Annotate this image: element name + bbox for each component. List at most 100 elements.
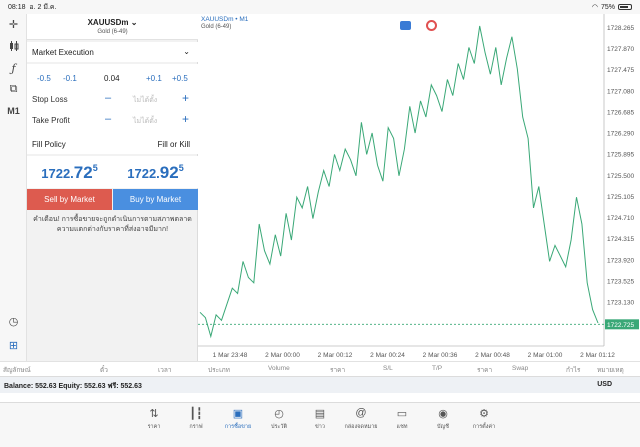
volume-section: -0.5 -0.1 0.04 +0.1 +0.5 Stop Loss – ไม่… bbox=[27, 64, 198, 136]
timeframe-button[interactable]: M1 bbox=[7, 106, 20, 116]
candlestick-icon[interactable] bbox=[4, 38, 23, 54]
chat-bubble-icon: ▭ bbox=[396, 408, 408, 420]
y-tick-label: 1723.130 bbox=[607, 300, 634, 307]
symbol-selector[interactable]: XAUUSDm ⌄ Gold (6-49) bbox=[27, 14, 198, 40]
arrows-updown-icon: ⇅ bbox=[149, 408, 159, 420]
x-tick-label: 2 Mar 00:00 bbox=[265, 352, 300, 359]
y-tick-label: 1725.105 bbox=[607, 194, 634, 201]
stop-loss-label: Stop Loss bbox=[32, 95, 68, 104]
current-price-label: 1722.725 bbox=[607, 322, 634, 329]
col-symbol[interactable]: สัญลักษณ์ bbox=[3, 367, 31, 374]
indicator-f-icon[interactable]: ƒ bbox=[11, 61, 16, 75]
chevron-down-icon: ⌄ bbox=[183, 47, 190, 56]
balance-text: Balance: 552.63 Equity: 552.63 ฟรี: 552.… bbox=[4, 383, 142, 390]
current-price-tag bbox=[605, 319, 639, 330]
bottom-navigation: ⇅ ราคา ┃┇ กราฟ ▣ การซื้อขาย ◴ ประวัติ ▤ … bbox=[0, 402, 640, 447]
col-sl[interactable]: S/L bbox=[383, 365, 393, 372]
y-tick-label: 1728.265 bbox=[607, 25, 634, 32]
chart-subtitle: Gold (6-49) bbox=[201, 24, 232, 30]
take-profit-input[interactable]: ไม่ได้ตั้ง bbox=[133, 118, 158, 125]
col-volume[interactable]: Volume bbox=[268, 365, 290, 372]
col-price[interactable]: ราคา bbox=[330, 367, 346, 374]
ask-price: 1722.925 bbox=[127, 163, 184, 182]
col-profit[interactable]: กำไร bbox=[566, 367, 581, 374]
nav-trade[interactable]: ▣ การซื้อขาย bbox=[220, 407, 256, 431]
x-tick-label: 2 Mar 00:12 bbox=[318, 352, 353, 359]
col-current-price[interactable]: ราคา bbox=[477, 367, 493, 374]
at-sign-icon: @ bbox=[355, 407, 367, 419]
nav-settings[interactable]: ⚙ การตั้งค่า bbox=[466, 407, 502, 431]
volume-minus-0.5-button[interactable]: -0.5 bbox=[37, 74, 51, 83]
trade-table-header: สัญลักษณ์ ตั๋ว เวลา ประเภท Volume ราคา S… bbox=[0, 361, 640, 376]
y-tick-label: 1726.685 bbox=[607, 109, 634, 116]
sell-by-market-button[interactable]: Sell by Market bbox=[27, 189, 112, 210]
take-profit-row: Take Profit – ไม่ได้ตั้ง + bbox=[27, 110, 198, 132]
chart-title: XAUUSDm • M1 bbox=[201, 16, 249, 23]
chart-canvas: 1728.265 1727.870 1727.475 1727.080 1726.685… bbox=[198, 14, 639, 359]
symbol-name: XAUUSDm bbox=[87, 18, 129, 27]
quotes-box: 1722.725 1722.925 bbox=[27, 156, 198, 188]
objects-icon[interactable]: ⧉ bbox=[9, 82, 18, 95]
execution-type-label: Market Execution bbox=[32, 48, 94, 57]
symbol-description: Gold (6-49) bbox=[97, 29, 128, 35]
bid-price: 1722.725 bbox=[41, 163, 98, 182]
nav-chart[interactable]: ┃┇ กราฟ bbox=[178, 407, 214, 431]
y-tick-label: 1726.290 bbox=[607, 131, 634, 138]
status-time: 08:18 bbox=[8, 3, 26, 11]
nav-history[interactable]: ◴ ประวัติ bbox=[261, 407, 297, 431]
one-click-trading-icon[interactable] bbox=[400, 21, 411, 30]
y-tick-label: 1723.525 bbox=[607, 279, 634, 286]
fill-policy-label: Fill Policy bbox=[32, 140, 66, 149]
take-profit-label: Take Profit bbox=[32, 116, 70, 125]
col-time[interactable]: เวลา bbox=[158, 367, 172, 374]
nav-mailbox[interactable]: @ กล่องจดหมาย bbox=[344, 407, 378, 430]
crosshair-icon[interactable]: ✛ bbox=[8, 18, 19, 31]
y-tick-label: 1724.710 bbox=[607, 215, 634, 222]
col-tp[interactable]: T/P bbox=[432, 365, 443, 372]
col-swap[interactable]: Swap bbox=[512, 365, 529, 372]
fill-policy-row[interactable]: Fill Policy Fill or Kill bbox=[27, 134, 198, 154]
balance-currency: USD bbox=[597, 381, 612, 388]
x-tick-label: 2 Mar 01:00 bbox=[528, 352, 563, 359]
trade-levels-icon[interactable]: ◷ bbox=[8, 315, 19, 328]
volume-plus-0.5-button[interactable]: +0.5 bbox=[172, 74, 188, 83]
x-tick-label: 2 Mar 00:48 bbox=[475, 352, 510, 359]
take-profit-minus-button[interactable]: – bbox=[105, 113, 112, 125]
volume-plus-0.1-button[interactable]: +0.1 bbox=[146, 74, 162, 83]
fill-policy-value: Fill or Kill bbox=[157, 140, 190, 149]
x-tick-label: 2 Mar 01:12 bbox=[580, 352, 615, 359]
price-series-line bbox=[199, 25, 599, 339]
x-tick-label: 2 Mar 00:36 bbox=[423, 352, 458, 359]
nav-account[interactable]: ◉ บัญชี bbox=[425, 407, 461, 431]
stop-loss-input[interactable]: ไม่ได้ตั้ง bbox=[133, 97, 158, 104]
wifi-icon: ◠ bbox=[591, 4, 598, 11]
nav-quotes[interactable]: ⇅ ราคา bbox=[136, 407, 172, 431]
price-chart[interactable]: XAUUSDm • M1 Gold (6-49) 1728.265 1727.87… bbox=[198, 14, 640, 361]
stop-loss-minus-button[interactable]: – bbox=[105, 92, 112, 104]
execution-warning: คำเตือน! การซื้อขายจะถูกดำเนินการตามสภาพ… bbox=[33, 216, 192, 233]
x-tick-label: 1 Mar 23:48 bbox=[213, 352, 248, 359]
news-icon: ▤ bbox=[314, 408, 326, 420]
volume-value[interactable]: 0.04 bbox=[104, 74, 120, 83]
col-type[interactable]: ประเภท bbox=[208, 367, 230, 374]
col-comment[interactable]: หมายเหตุ bbox=[597, 367, 624, 374]
trade-status-icon[interactable] bbox=[426, 20, 437, 31]
y-tick-label: 1724.315 bbox=[607, 236, 634, 243]
battery-icon bbox=[618, 4, 632, 10]
add-chart-icon[interactable]: ⊞ bbox=[8, 339, 19, 352]
take-profit-plus-button[interactable]: + bbox=[182, 112, 190, 126]
volume-minus-0.1-button[interactable]: -0.1 bbox=[63, 74, 77, 83]
nav-news[interactable]: ▤ ข่าว bbox=[302, 407, 338, 431]
chevron-down-icon: ⌄ bbox=[130, 18, 138, 27]
x-tick-label: 2 Mar 00:24 bbox=[370, 352, 405, 359]
col-ticket[interactable]: ตั๋ว bbox=[100, 367, 108, 374]
user-icon: ◉ bbox=[438, 408, 448, 420]
candlestick-icon: ┃┇ bbox=[189, 408, 203, 420]
y-tick-label: 1725.895 bbox=[607, 152, 634, 159]
buy-by-market-button[interactable]: Buy by Market bbox=[113, 189, 198, 210]
y-tick-label: 1727.870 bbox=[607, 46, 634, 53]
gear-icon: ⚙ bbox=[479, 408, 489, 420]
stop-loss-plus-button[interactable]: + bbox=[182, 91, 190, 105]
execution-type-select[interactable]: Market Execution ⌄ bbox=[27, 42, 198, 62]
nav-chat[interactable]: ▭ แชท bbox=[384, 407, 420, 431]
